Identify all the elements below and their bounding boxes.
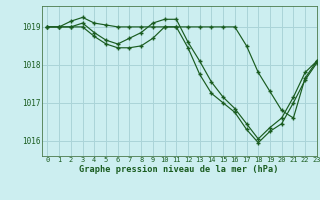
X-axis label: Graphe pression niveau de la mer (hPa): Graphe pression niveau de la mer (hPa) — [79, 165, 279, 174]
